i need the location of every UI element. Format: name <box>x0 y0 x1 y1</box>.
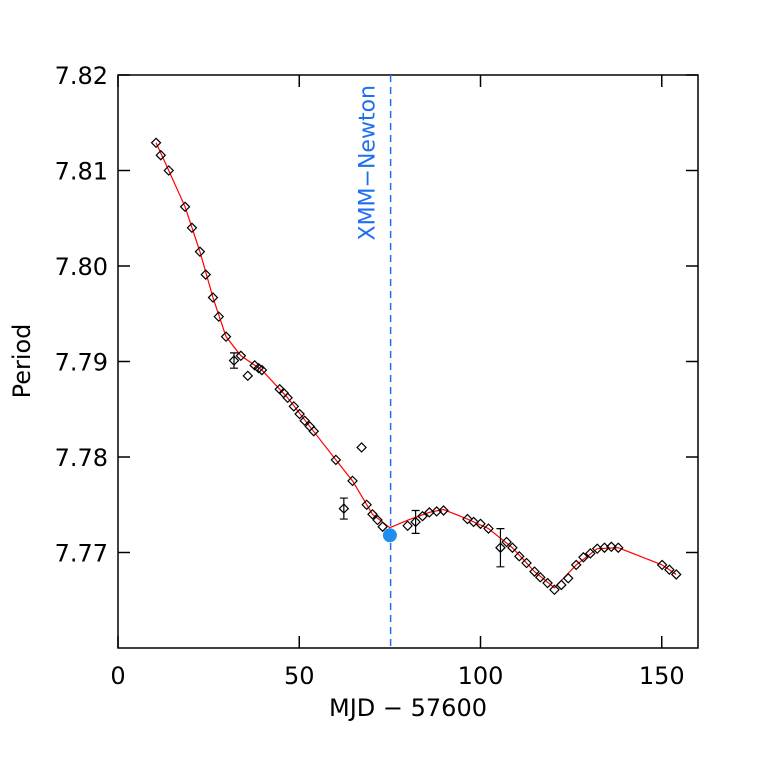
y-tick-label: 7.80 <box>55 253 108 281</box>
data-point <box>242 370 254 382</box>
data-point <box>670 569 682 580</box>
data-point <box>377 521 388 533</box>
data-point <box>664 564 675 576</box>
data-point <box>179 201 191 213</box>
annotation: XMM−Newton <box>356 85 381 240</box>
x-tick-label: 150 <box>639 662 685 690</box>
data-point <box>410 516 421 528</box>
data-point <box>367 508 378 520</box>
data-point <box>200 269 212 280</box>
data-point <box>347 475 358 487</box>
data-point <box>372 514 383 526</box>
data-point <box>501 536 512 548</box>
data-point <box>468 516 479 528</box>
data-point <box>417 510 428 522</box>
data-point <box>256 364 268 376</box>
data-point <box>495 542 506 554</box>
data-point <box>294 408 305 420</box>
data-point <box>534 571 546 583</box>
data-point <box>578 551 589 563</box>
data-point <box>288 401 300 412</box>
data-point <box>299 415 311 427</box>
data-point <box>213 311 225 322</box>
x-tick-label: 100 <box>458 662 504 690</box>
data-point <box>656 559 668 571</box>
error-bar <box>496 528 505 568</box>
data-point <box>529 566 540 577</box>
data-point <box>612 542 624 554</box>
error-bar <box>339 497 348 520</box>
data-point <box>606 541 617 553</box>
y-tick-label: 7.78 <box>55 444 108 472</box>
highlight-point <box>382 528 397 543</box>
y-tick-label: 7.77 <box>55 540 108 568</box>
data-point <box>513 550 525 562</box>
data-point <box>462 513 473 525</box>
data-point <box>402 520 413 532</box>
data-point <box>308 425 320 437</box>
data-point <box>282 392 293 404</box>
data-point <box>542 577 553 589</box>
plot-frame <box>117 74 699 649</box>
data-point <box>163 165 175 176</box>
data-point <box>330 454 342 466</box>
data-point <box>155 149 167 161</box>
data-point <box>228 355 240 366</box>
data-point <box>220 331 232 343</box>
data-point <box>150 137 162 149</box>
data-point <box>235 350 247 362</box>
data-point <box>555 579 567 591</box>
data-point <box>507 542 518 554</box>
data-point <box>186 222 198 234</box>
data-point <box>549 584 560 596</box>
x-tick-label: 0 <box>110 662 125 690</box>
data-point <box>475 518 486 530</box>
data-point <box>361 499 373 511</box>
data-point <box>338 503 350 514</box>
data-point <box>194 246 206 258</box>
data-point <box>521 557 532 569</box>
data-point <box>207 292 219 303</box>
x-axis-label: MJD − 57600 <box>329 694 487 722</box>
y-tick-label: 7.82 <box>55 62 108 90</box>
fit-line <box>155 142 677 589</box>
data-point <box>483 523 494 534</box>
data-point <box>249 359 261 371</box>
data-point <box>584 548 596 559</box>
error-bar <box>411 509 420 534</box>
y-axis-label: Period <box>8 324 36 399</box>
x-tick-label: 50 <box>284 662 315 690</box>
data-point <box>356 442 367 453</box>
data-point <box>562 572 574 584</box>
data-point <box>438 505 449 516</box>
data-point <box>570 559 582 571</box>
y-tick-label: 7.81 <box>55 158 108 186</box>
y-tick-label: 7.79 <box>55 349 108 377</box>
